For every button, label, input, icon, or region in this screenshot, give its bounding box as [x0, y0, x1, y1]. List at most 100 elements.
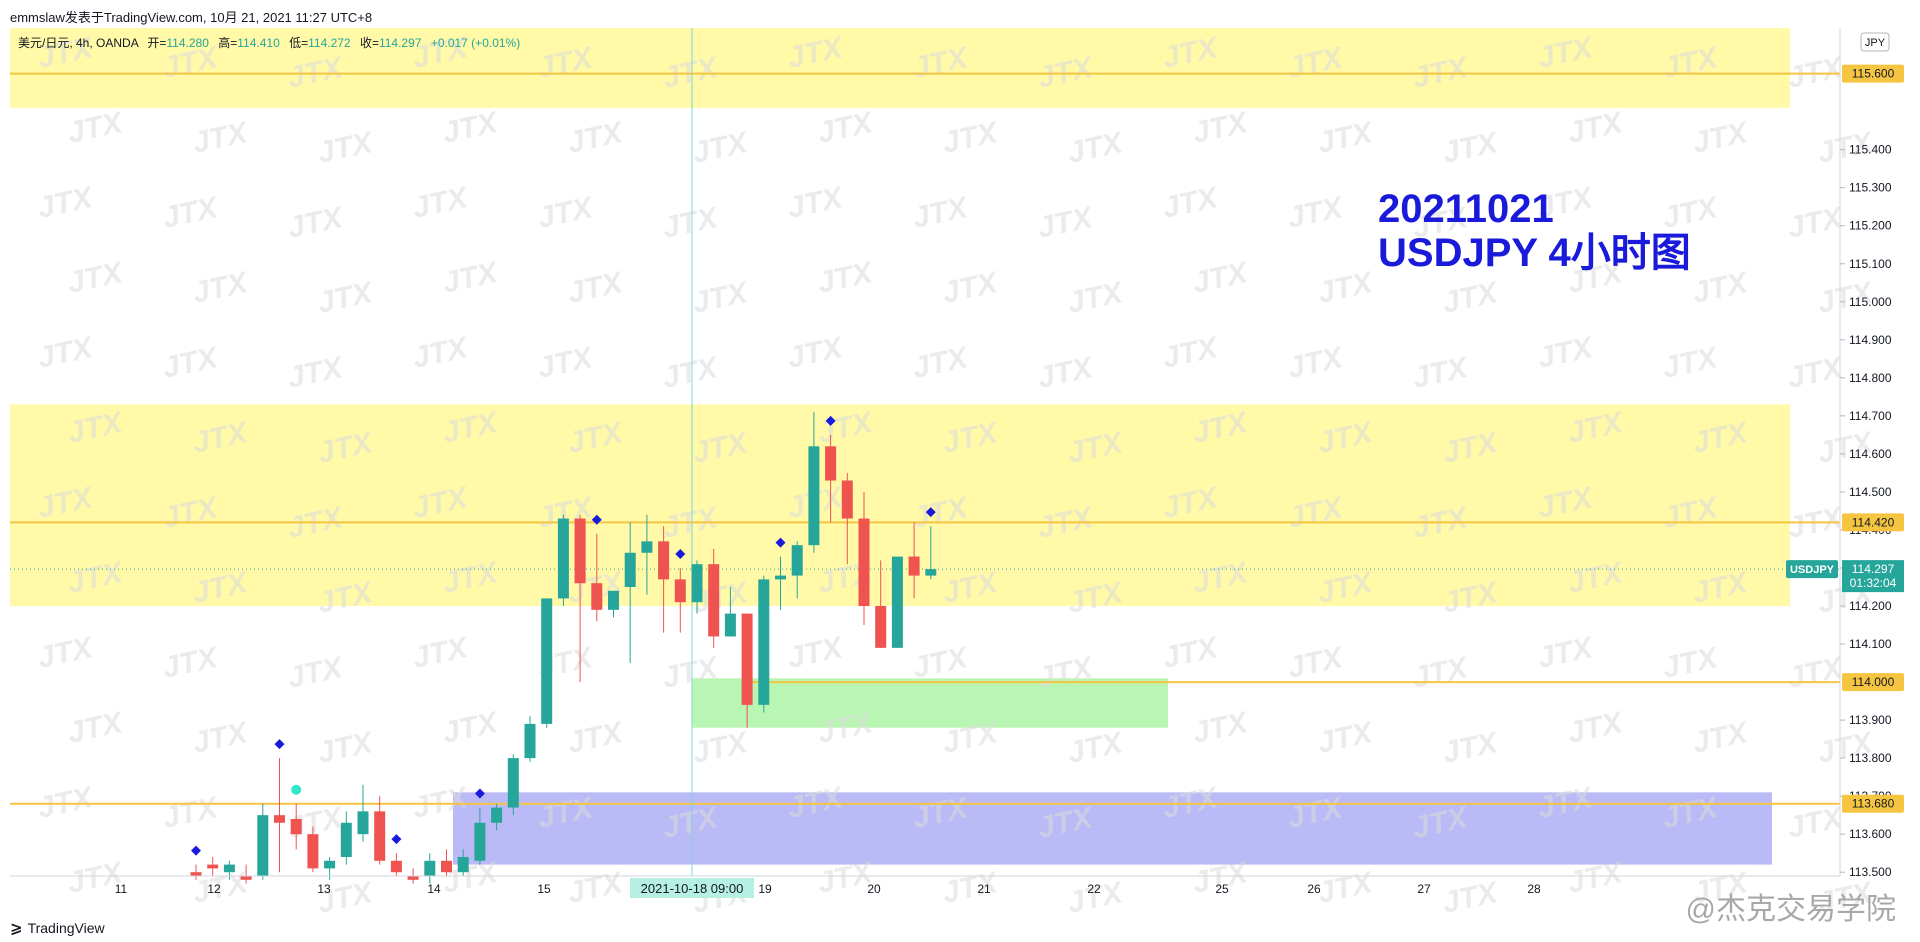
tradingview-brand: TradingView	[27, 920, 105, 936]
time-tick-label: 27	[1417, 882, 1431, 896]
bear-candle	[274, 815, 285, 823]
level-label-bg	[1842, 794, 1904, 813]
bear-candle	[207, 864, 219, 869]
annotation-title: USDJPY 4小时图	[1378, 231, 1691, 275]
time-tick-label: 22	[1087, 882, 1101, 896]
bull-candle	[724, 613, 736, 637]
bear-candle	[307, 834, 319, 869]
bear-candle	[591, 583, 603, 610]
legend-close-label: 收=	[360, 36, 379, 50]
signal-diamond	[675, 548, 686, 559]
bear-candle	[841, 480, 853, 519]
candles-layer[interactable]	[190, 412, 937, 884]
signal-diamond	[825, 415, 836, 426]
legend-open: 114.280	[166, 36, 209, 50]
price-tick-label: 113.500	[1849, 865, 1892, 879]
bull-candle	[691, 564, 703, 603]
bear-candle	[825, 446, 837, 481]
level-label-bg	[1842, 673, 1904, 692]
signal-dot	[291, 784, 302, 795]
bear-candle	[190, 872, 202, 876]
bull-candle	[324, 860, 336, 869]
zones-layer	[10, 28, 1790, 865]
jtx-watermark-text: JTX	[1440, 876, 1503, 914]
badge-countdown: 01:32:04	[1850, 576, 1897, 590]
price-badge: USDJPY 114.297 01:32:04	[1786, 560, 1904, 593]
bull-candle	[357, 811, 369, 835]
level-label-text: 114.000	[1852, 675, 1895, 689]
bull-candle	[257, 815, 269, 876]
bull-candle	[925, 569, 937, 576]
bull-candle	[507, 758, 519, 808]
price-tick-label: 114.600	[1849, 447, 1892, 461]
price-tick-label: 114.900	[1849, 333, 1892, 347]
price-tick-label: 114.700	[1849, 409, 1892, 423]
resistance-zone	[10, 28, 1790, 108]
price-tick-label: 115.200	[1849, 219, 1892, 233]
bear-candle	[708, 564, 720, 637]
time-tick-label: 11	[115, 882, 128, 896]
bear-candle	[574, 518, 586, 584]
bull-candle	[340, 822, 352, 857]
signal-diamond	[191, 845, 201, 856]
badge-symbol: USDJPY	[1790, 564, 1835, 576]
price-axis[interactable]: 115.400 115.300 115.200 115.100 115.000 114.9…	[1840, 143, 1892, 880]
bear-candle	[374, 811, 386, 861]
bear-candle	[741, 613, 753, 705]
bear-candle	[407, 876, 419, 880]
time-tick-label: 12	[207, 882, 221, 896]
level-lines-layer	[10, 72, 1840, 805]
legend-high-label: 高=	[218, 35, 237, 50]
price-tick-label: 114.800	[1849, 371, 1892, 385]
signal-diamond	[474, 788, 485, 799]
price-tick-label: 114.200	[1849, 599, 1892, 613]
time-tick-label: 13	[317, 882, 331, 896]
bull-candle	[775, 575, 786, 580]
legend-change: +0.017 (+0.01%)	[431, 36, 520, 50]
time-axis[interactable]: 11 12 13 14 15 19 20 21 22 25 26 27 28	[115, 882, 1541, 896]
bull-candle	[541, 598, 553, 724]
bull-candle	[424, 860, 436, 876]
price-tick-label: 115.300	[1849, 181, 1892, 195]
signal-diamond	[391, 834, 402, 845]
time-tick-label: 19	[758, 882, 772, 896]
bull-candle	[524, 723, 536, 759]
bull-candle	[557, 518, 569, 599]
currency-label: JPY	[1865, 37, 1886, 49]
bull-candle	[457, 856, 469, 873]
bear-candle	[240, 876, 252, 880]
tradingview-logo-icon: ⩾	[10, 920, 23, 937]
crosshair-time-label: 2021-10-18 09:00	[630, 878, 754, 898]
time-tick-label: 15	[537, 882, 551, 896]
level-label-bg	[1842, 64, 1904, 83]
crosshair-time-text: 2021-10-18 09:00	[641, 881, 744, 896]
price-tick-label: 115.100	[1849, 257, 1892, 271]
tradingview-logo[interactable]: ⩾ TradingView	[10, 919, 105, 937]
bull-candle	[808, 446, 820, 546]
bear-candle	[858, 518, 870, 607]
price-tick-label: 115.400	[1849, 143, 1892, 157]
legend-open-label: 开=	[147, 36, 166, 50]
level-labels: 115.600 114.420 114.000 113.680	[1842, 64, 1904, 813]
bull-candle	[641, 541, 653, 553]
level-label-text: 114.420	[1852, 515, 1895, 529]
chart-header: emmslaw发表于TradingView.com, 10月 21, 2021 …	[0, 0, 1920, 28]
signal-diamond	[591, 514, 602, 525]
currency-button[interactable]: JPY	[1860, 32, 1890, 52]
demand-zone	[692, 678, 1168, 728]
bull-candle	[891, 556, 903, 648]
bear-candle	[674, 579, 686, 603]
legend-low-label: 低=	[289, 36, 308, 50]
ohlc-legend: 美元/日元, 4h, OANDA 开=114.280 高=114.410 低=1…	[18, 35, 520, 50]
bull-candle	[223, 864, 235, 873]
signal-diamond	[775, 537, 786, 548]
price-tick-label: 113.600	[1849, 827, 1892, 841]
bear-candle	[390, 860, 402, 873]
price-tick-label: 114.500	[1849, 485, 1892, 499]
price-chart[interactable]: JTX JTX JTX JTX JTX JTX JTX JTX JTX JTX JTX JTX JTX J…	[0, 0, 1920, 920]
bull-candle	[791, 545, 803, 576]
time-tick-label: 26	[1307, 882, 1321, 896]
price-tick-label: 113.800	[1849, 751, 1892, 765]
chart-area[interactable]: JTX JTX JTX JTX JTX JTX JTX JTX JTX JTX JTX JTX JTX J…	[0, 0, 1920, 920]
time-tick-label: 20	[867, 882, 881, 896]
